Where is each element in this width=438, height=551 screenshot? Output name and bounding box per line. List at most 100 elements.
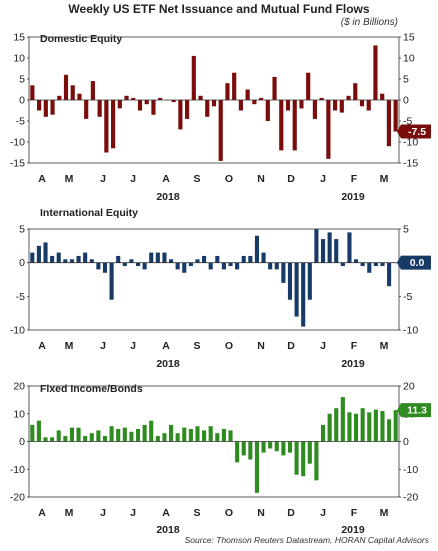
y-tick-label-left: 10 (13, 408, 25, 420)
bar (307, 262, 312, 300)
bar (57, 95, 62, 100)
bar (96, 430, 101, 442)
bar (248, 441, 253, 460)
bar (272, 76, 277, 100)
x-year-label: 2019 (341, 191, 365, 203)
bar (238, 100, 243, 111)
bar (63, 435, 68, 442)
bar (83, 435, 88, 442)
chart-panel: International Equity-10-10-5-500550.0AMJ… (10, 207, 431, 370)
bar (43, 437, 48, 442)
bar (43, 100, 48, 117)
bar (268, 262, 273, 270)
bar (259, 97, 264, 100)
latest-value-callout (397, 124, 431, 139)
bar (142, 424, 147, 442)
y-tick-label-left: -15 (10, 158, 25, 170)
units-label: ($ in Billions) (341, 17, 398, 28)
x-month-label: F (351, 173, 358, 185)
bar (373, 409, 378, 442)
x-month-label: M (65, 173, 74, 185)
bar (366, 100, 371, 111)
bar (116, 429, 121, 442)
chart-title: Weekly US ETF Net Issuance and Mutual Fu… (68, 2, 369, 16)
x-month-label: S (193, 507, 200, 519)
y-tick-label-right: 15 (403, 32, 415, 44)
bar (241, 441, 246, 456)
bar (185, 100, 190, 119)
bar (314, 441, 319, 481)
bar (232, 72, 237, 100)
bar (90, 81, 95, 100)
x-month-label: M (65, 507, 74, 519)
bar (37, 100, 42, 111)
bar (252, 100, 257, 105)
bar (129, 259, 134, 263)
x-month-label: O (225, 507, 233, 519)
bar (151, 100, 156, 115)
y-tick-label-right: 5 (403, 74, 409, 86)
bar (149, 252, 154, 263)
bar (30, 424, 35, 442)
x-month-label: A (162, 507, 170, 519)
bar (169, 259, 174, 263)
latest-value-label: 11.3 (407, 405, 427, 417)
bar (30, 85, 35, 100)
x-month-label: A (162, 340, 170, 352)
x-month-label: O (225, 173, 233, 185)
bar (205, 100, 210, 117)
bar (265, 100, 270, 121)
bar (346, 95, 351, 100)
bar (380, 262, 385, 267)
y-tick-label-left: -10 (10, 464, 25, 476)
x-month-label: A (38, 507, 46, 519)
bar (326, 100, 331, 159)
bar (195, 426, 200, 442)
bar (116, 255, 121, 263)
bar (155, 252, 160, 263)
bar (235, 441, 240, 463)
bar (387, 262, 392, 287)
x-month-label: D (287, 340, 295, 352)
bar (268, 441, 273, 449)
y-tick-label-left: -20 (10, 492, 25, 504)
bar (198, 95, 203, 100)
x-month-label: J (320, 173, 326, 185)
bar (89, 433, 94, 442)
chart-panel: Fixed Income/Bonds-20-20-10-100010102020… (10, 381, 431, 536)
bar (211, 100, 217, 107)
bar (208, 262, 213, 270)
x-year-label: 2019 (341, 358, 365, 370)
x-month-label: D (287, 173, 295, 185)
bar (274, 441, 279, 452)
bar (188, 262, 193, 267)
bar (367, 412, 372, 442)
bar (360, 408, 365, 442)
bar (142, 262, 147, 270)
bar (320, 424, 326, 442)
latest-value-callout (397, 403, 431, 418)
x-month-label: J (100, 173, 106, 185)
bar (287, 441, 293, 453)
x-month-label: A (38, 340, 46, 352)
bar (50, 255, 55, 263)
y-tick-label-left: -10 (10, 137, 25, 149)
x-month-label: J (320, 507, 326, 519)
bar (292, 100, 297, 151)
y-tick-label-left: 20 (13, 381, 25, 393)
bar (36, 245, 41, 263)
bar (387, 419, 392, 442)
plot-frame (28, 228, 400, 331)
bar (373, 262, 378, 267)
y-tick-label-left: 15 (13, 32, 25, 44)
x-month-label: S (193, 340, 200, 352)
bar (281, 441, 286, 456)
bar (162, 252, 167, 263)
bar (228, 262, 233, 267)
bar (354, 413, 359, 442)
bar (279, 100, 284, 151)
y-tick-label-right: -15 (403, 158, 418, 170)
bar (175, 433, 180, 442)
bar (301, 441, 306, 477)
